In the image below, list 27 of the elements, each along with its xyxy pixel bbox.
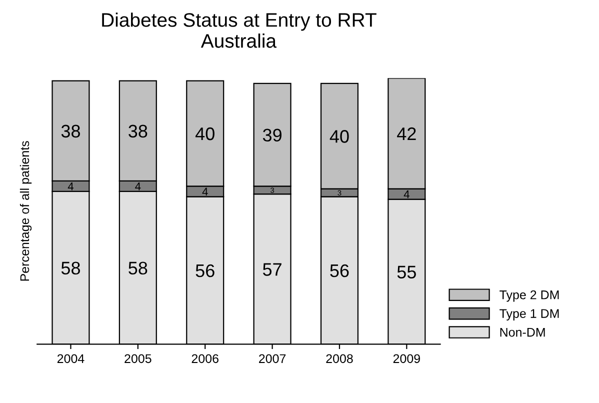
data-label: 57 [262,263,282,276]
data-label: 40 [195,127,214,140]
x-tick-label: 2006 [192,354,218,364]
data-label: 38 [61,124,80,138]
chart-title: Diabetes Status at Entry to RRT Australia [102,12,376,48]
x-tick-label: 2009 [393,354,420,364]
data-label: 40 [330,130,349,143]
y-axis-title: Percentage of all patients [20,141,32,281]
data-label: 38 [128,124,148,138]
x-tick-label: 2007 [259,354,286,364]
data-label: 58 [128,262,148,275]
data-label: 56 [330,264,349,278]
x-tick-label: 2004 [57,354,84,364]
legend-label: Type 1 DM [500,309,559,320]
legend-label: Non-DM [500,328,545,337]
data-label: 4 [68,182,74,190]
data-label: 56 [196,264,214,278]
data-label: 58 [61,262,80,275]
data-label: 42 [397,127,416,140]
data-label: 4 [202,188,208,196]
x-tick-label: 2005 [124,354,152,364]
x-tick-label: 2008 [326,354,353,364]
legend-label: Type 2 DM [500,290,559,302]
data-label: 55 [397,266,416,278]
data-label: 4 [135,182,141,190]
data-label: 39 [262,128,282,142]
data-label: 4 [404,190,410,198]
